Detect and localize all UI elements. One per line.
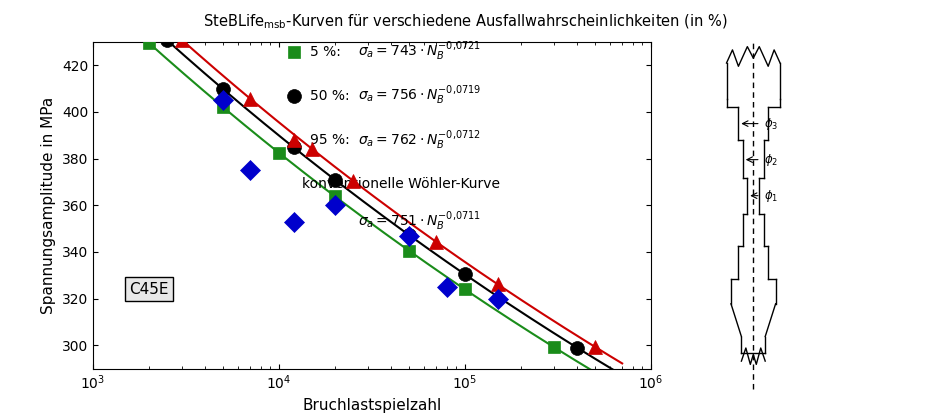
Text: $\sigma_a = 762 \cdot N_B^{-0{,}0712}$: $\sigma_a = 762 \cdot N_B^{-0{,}0712}$ bbox=[358, 128, 481, 152]
Text: $\sigma_a = 751 \cdot N_B^{-0{,}0711}$: $\sigma_a = 751 \cdot N_B^{-0{,}0711}$ bbox=[358, 210, 481, 233]
Text: 50 %:: 50 %: bbox=[310, 89, 349, 103]
Text: $\phi_1$: $\phi_1$ bbox=[764, 188, 778, 204]
Text: 95 %:: 95 %: bbox=[310, 133, 350, 147]
Text: $\sigma_a = 756 \cdot N_B^{-0{,}0719}$: $\sigma_a = 756 \cdot N_B^{-0{,}0719}$ bbox=[358, 84, 482, 107]
Text: SteBLife$_{\mathrm{msb}}$-Kurven für verschiedene Ausfallwahrscheinlichkeiten (i: SteBLife$_{\mathrm{msb}}$-Kurven für ver… bbox=[203, 13, 727, 31]
Text: $\phi_3$: $\phi_3$ bbox=[764, 116, 778, 132]
Y-axis label: Spannungsamplitude in MPa: Spannungsamplitude in MPa bbox=[41, 97, 56, 314]
Text: C45E: C45E bbox=[129, 282, 168, 297]
X-axis label: Bruchlastspielzahl: Bruchlastspielzahl bbox=[302, 398, 442, 413]
Text: $\phi_2$: $\phi_2$ bbox=[764, 152, 777, 168]
Text: 5 %:: 5 %: bbox=[310, 45, 340, 59]
Text: konventionelle Wöhler-Kurve: konventionelle Wöhler-Kurve bbox=[302, 177, 500, 191]
Text: $\sigma_a = 743 \cdot N_B^{-0{,}0721}$: $\sigma_a = 743 \cdot N_B^{-0{,}0721}$ bbox=[358, 40, 481, 63]
